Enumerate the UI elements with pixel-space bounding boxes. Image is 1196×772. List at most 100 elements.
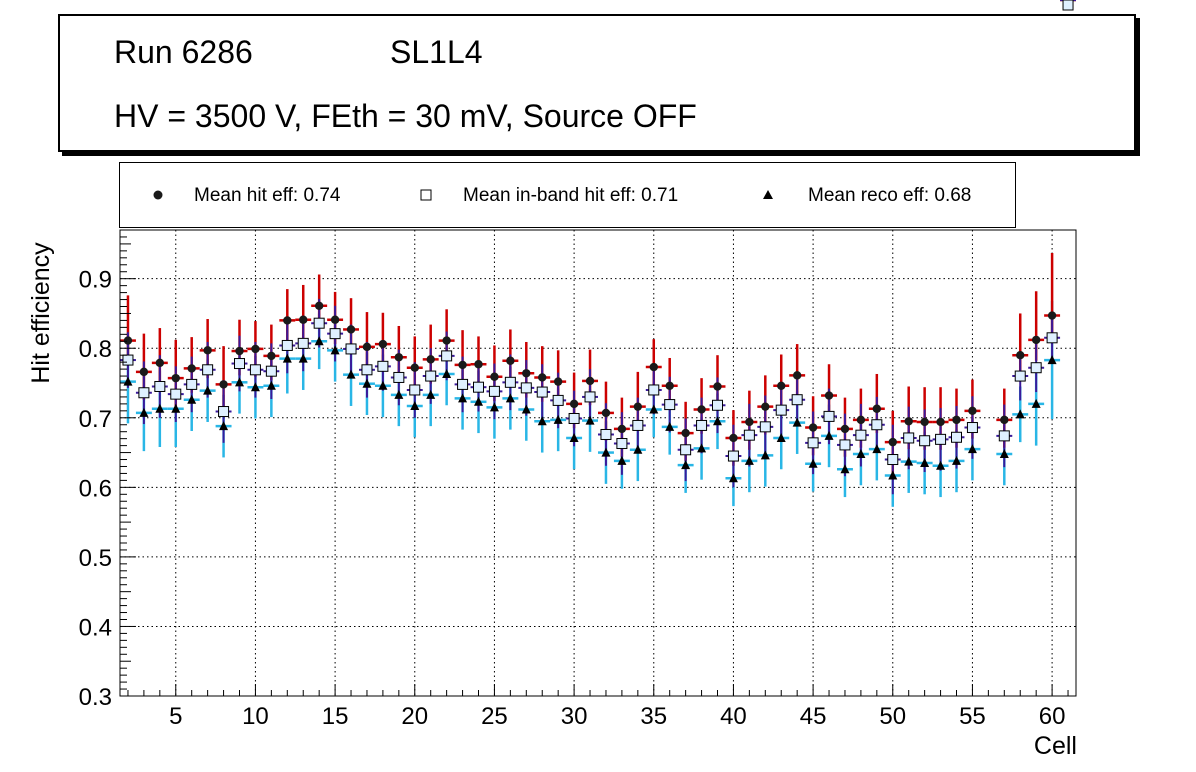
reco-point xyxy=(330,345,340,355)
inband-point xyxy=(696,419,708,431)
reco-point xyxy=(1047,355,1057,365)
reco-point xyxy=(744,455,754,465)
inband-point xyxy=(473,381,484,393)
inband-point xyxy=(871,419,883,431)
hit-point xyxy=(649,362,658,372)
hit-point xyxy=(872,404,882,413)
legend-inband-label: Mean in-band hit eff: 0.71 xyxy=(463,185,679,206)
inband-point xyxy=(887,454,899,466)
inband-point xyxy=(935,433,947,445)
reco-point xyxy=(760,450,770,460)
hit-point xyxy=(665,381,674,390)
inband-point xyxy=(218,406,230,418)
reco-point xyxy=(553,414,563,424)
title-box: Run 6286 SL1L4 HV = 3500 V, FEth = 30 mV… xyxy=(58,14,1136,152)
inband-point xyxy=(648,384,660,396)
inband-point xyxy=(1030,362,1042,374)
hit-point xyxy=(745,417,754,427)
hit-point xyxy=(235,346,244,356)
inband-point xyxy=(919,435,931,447)
hit-point xyxy=(362,342,372,352)
reco-point xyxy=(474,396,483,406)
y-tick-label: 0.9 xyxy=(79,267,112,294)
inband-point xyxy=(1062,0,1074,11)
reco-point xyxy=(569,432,579,442)
hit-point xyxy=(410,363,419,372)
inband-point xyxy=(377,360,389,372)
reco-point xyxy=(394,389,404,399)
inband-point xyxy=(998,430,1010,442)
hit-point xyxy=(729,433,738,443)
reco-point xyxy=(904,456,914,466)
x-tick-label: 15 xyxy=(322,703,349,730)
reco-point xyxy=(537,416,547,426)
hit-point xyxy=(267,351,276,361)
reco-point xyxy=(187,394,197,404)
reco-point xyxy=(872,444,882,454)
hit-point xyxy=(761,402,770,411)
legend-reco-label: Mean reco eff: 0.68 xyxy=(808,185,972,206)
reco-point xyxy=(633,444,643,454)
inband-point xyxy=(951,431,962,443)
inband-point xyxy=(202,364,214,376)
hit-point xyxy=(219,380,228,389)
inband-point xyxy=(249,364,261,376)
hit-point xyxy=(888,437,897,447)
inband-point xyxy=(488,385,500,397)
inband-point xyxy=(727,450,739,462)
hit-point xyxy=(968,406,977,416)
reco-point xyxy=(697,443,707,453)
inband-point xyxy=(313,317,325,329)
inband-point xyxy=(632,419,644,431)
hit-point xyxy=(123,336,133,345)
hit-point xyxy=(952,415,961,425)
hit-point xyxy=(1000,415,1009,425)
y-axis-label: Hit efficiency xyxy=(27,242,55,384)
legend-hit-label: Mean hit eff: 0.74 xyxy=(194,185,341,206)
marker-layer xyxy=(122,0,1074,483)
hit-point xyxy=(283,316,292,325)
x-tick-label: 40 xyxy=(720,703,747,730)
y-tick-label: 0.7 xyxy=(79,406,112,433)
hit-point xyxy=(1031,335,1041,345)
y-tick-label: 0.6 xyxy=(79,475,112,502)
inband-point xyxy=(712,399,723,411)
x-tick-label: 25 xyxy=(481,703,508,730)
hit-point xyxy=(585,376,595,386)
hit-point xyxy=(155,358,165,368)
x-axis-label: Cell xyxy=(1034,732,1077,760)
legend-inband-marker xyxy=(420,189,432,201)
inband-point xyxy=(457,378,469,390)
reco-point xyxy=(649,404,659,414)
x-tick-label: 55 xyxy=(959,703,986,730)
hit-point xyxy=(330,315,340,324)
reco-point xyxy=(713,416,722,426)
reco-point xyxy=(171,403,181,413)
inband-point xyxy=(839,439,851,451)
reco-point xyxy=(728,473,738,483)
hit-point xyxy=(569,399,579,409)
hit-point xyxy=(490,372,499,381)
inband-point xyxy=(409,384,421,396)
reco-point xyxy=(776,432,786,442)
hit-point xyxy=(299,315,308,324)
hit-point xyxy=(378,339,388,349)
reco-point xyxy=(824,430,834,440)
hit-point xyxy=(713,382,722,391)
hit-point xyxy=(856,415,866,425)
hit-point xyxy=(314,301,324,311)
reco-point xyxy=(298,353,308,363)
reco-point xyxy=(505,393,515,403)
hit-point xyxy=(904,417,913,426)
hit-point xyxy=(601,408,611,418)
reco-point xyxy=(840,464,850,474)
x-tick-label: 60 xyxy=(1039,703,1066,730)
hit-point xyxy=(394,353,404,362)
reco-point xyxy=(314,336,324,346)
inband-point xyxy=(1046,332,1058,344)
hit-point xyxy=(792,371,802,380)
reco-point xyxy=(856,448,866,458)
hit-point xyxy=(840,424,850,434)
hit-point xyxy=(187,364,196,373)
inband-point xyxy=(520,382,532,394)
